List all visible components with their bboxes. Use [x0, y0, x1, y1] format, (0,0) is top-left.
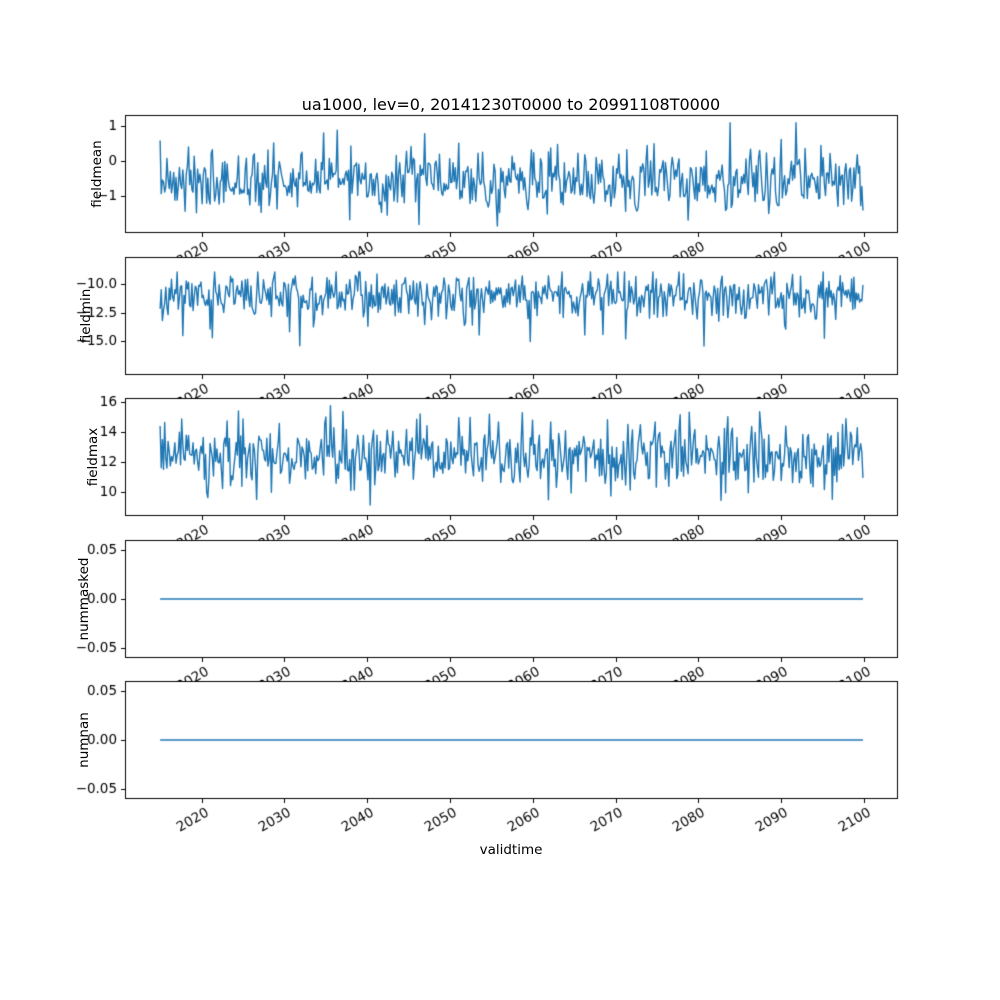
figure-title: ua1000, lev=0, 20141230T0000 to 20991108…	[301, 95, 721, 114]
x-axis-label: validtime	[479, 842, 543, 858]
ylabel-numnan: numnan	[76, 712, 92, 768]
ylabel-fieldmean: fieldmean	[89, 140, 105, 208]
ylabel-nummasked: nummasked	[76, 557, 92, 641]
ylabel-fieldmin: fieldmin	[78, 288, 94, 344]
ylabel-fieldmax: fieldmax	[85, 427, 101, 487]
